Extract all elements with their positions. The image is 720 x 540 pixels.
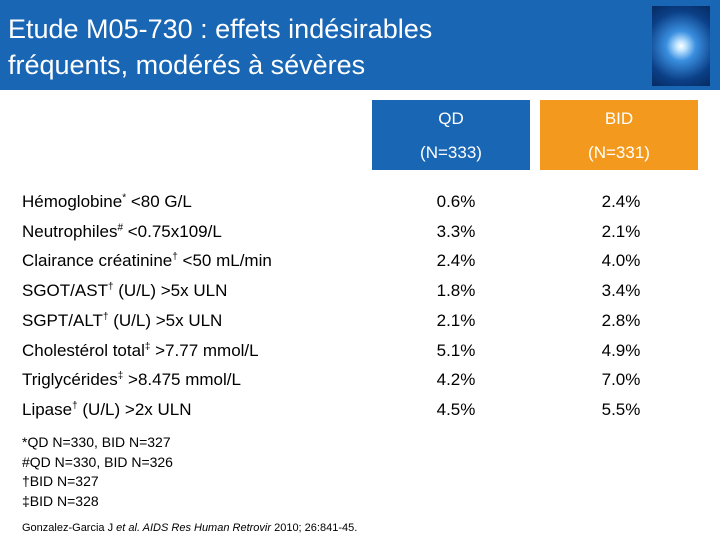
logo-image xyxy=(652,6,710,86)
cell-value: 4.0% xyxy=(601,251,641,271)
cell-value: 2.4% xyxy=(601,192,641,211)
title-banner: Etude M05-730 : effets indésirables fréq… xyxy=(0,0,720,90)
row-label-text: (U/L) >2x ULN xyxy=(77,399,192,419)
row-label-text: <80 G/L xyxy=(126,192,192,211)
footnote-mark: ‡ xyxy=(144,340,151,352)
row-label: Hémoglobine* <80 G/L xyxy=(22,192,192,212)
cell-value: 3.4% xyxy=(601,281,641,301)
title-line: Etude M05-730 : effets indésirables xyxy=(8,14,433,44)
row-label-text: Neutrophiles xyxy=(22,221,118,241)
row-label-text: Cholestérol total xyxy=(22,340,145,360)
footnote-mark: † xyxy=(172,251,178,263)
row-label-text: <0.75x109/L xyxy=(123,221,222,241)
row-label: Neutrophiles# <0.75x109/L xyxy=(22,222,222,242)
cell-value: 7.0% xyxy=(601,370,641,390)
cell-value: 1.8% xyxy=(436,281,476,301)
column-header: BID (N=331) xyxy=(540,100,698,170)
cell-value: 4.5% xyxy=(436,399,476,419)
reference: Gonzalez-Garcia J et al. AIDS Res Human … xyxy=(22,522,357,534)
row-label: Clairance créatinine† <50 mL/min xyxy=(22,251,272,271)
cell-value: 0.6% xyxy=(436,192,476,211)
footnote-mark: ‡ xyxy=(117,370,124,382)
row-label: Triglycérides‡ >8.475 mmol/L xyxy=(22,370,241,390)
row-label-text: Triglycérides xyxy=(22,370,118,390)
cell-value: 4.2% xyxy=(436,370,476,390)
cell-value: 5.5% xyxy=(601,399,641,419)
row-label-text: >8.475 mmol/L xyxy=(123,370,241,390)
reference-part: 2010; 26:841-45. xyxy=(271,522,358,534)
row-label: SGPT/ALT† (U/L) >5x ULN xyxy=(22,311,222,331)
reference-part: Gonzalez-Garcia J xyxy=(22,522,117,534)
footnote: *QD N=330, BID N=327 xyxy=(22,434,171,450)
cell-value: 5.1% xyxy=(436,340,476,360)
title-line: fréquents, modérés à sévères xyxy=(8,50,366,80)
footnote-mark: † xyxy=(102,311,109,323)
column-name: BID xyxy=(604,109,634,128)
column-n: (N=333) xyxy=(420,143,482,162)
row-label: SGOT/AST† (U/L) >5x ULN xyxy=(22,281,227,301)
row-label-text: (U/L) >5x ULN xyxy=(108,310,223,330)
footnote: ‡BID N=328 xyxy=(22,492,99,509)
cell-value: 4.9% xyxy=(601,340,641,360)
row-label-text: (U/L) >5x ULN xyxy=(113,281,228,301)
row-label-text: SGPT/ALT xyxy=(22,310,103,330)
row-label-text: <50 mL/min xyxy=(177,251,272,271)
row-label-text: SGOT/AST xyxy=(22,281,108,301)
column-n: (N=331) xyxy=(588,143,650,162)
footnote-mark: * xyxy=(122,192,127,204)
row-label-text: Lipase xyxy=(22,399,73,419)
row-label-text: Hémoglobine xyxy=(22,192,123,211)
footnote-mark: # xyxy=(117,222,124,234)
footnote: †BID N=327 xyxy=(22,473,99,489)
column-name: QD xyxy=(438,109,464,128)
row-label-text: >7.77 mmol/L xyxy=(150,340,259,360)
cell-value: 2.8% xyxy=(601,310,641,330)
footnote-mark: † xyxy=(107,281,114,293)
row-label: Cholestérol total‡ >7.77 mmol/L xyxy=(22,341,259,361)
reference-part: et al. AIDS Res Human Retrovir xyxy=(116,522,272,534)
cell-value: 2.1% xyxy=(436,310,476,330)
footnote-mark: † xyxy=(72,400,78,412)
column-header: QD (N=333) xyxy=(372,100,530,170)
footnote: #QD N=330, BID N=326 xyxy=(22,453,173,470)
cell-value: 2.1% xyxy=(601,221,641,241)
row-label-text: Clairance créatinine xyxy=(22,251,173,271)
cell-value: 3.3% xyxy=(436,221,476,241)
cell-value: 2.4% xyxy=(436,251,476,271)
row-label: Lipase† (U/L) >2x ULN xyxy=(22,400,192,420)
